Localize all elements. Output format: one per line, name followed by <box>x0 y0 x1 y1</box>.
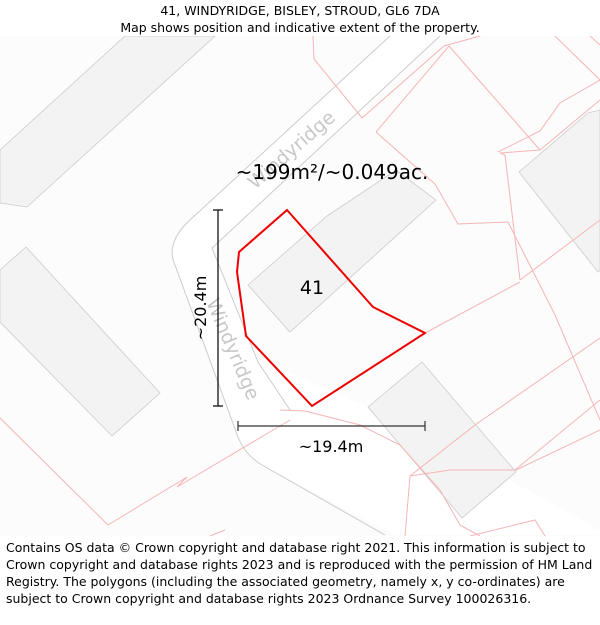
building <box>0 246 161 437</box>
page-title: 41, WINDYRIDGE, BISLEY, STROUD, GL6 7DA <box>160 3 440 18</box>
area-label: ~199m²/~0.049ac. <box>236 160 429 184</box>
buildings <box>0 36 600 519</box>
copyright-notice: Contains OS data © Crown copyright and d… <box>6 540 593 606</box>
page-subtitle: Map shows position and indicative extent… <box>120 20 480 35</box>
building <box>247 169 437 333</box>
height-measure-label: ~20.4m <box>191 276 210 341</box>
height-measure-line <box>213 209 223 407</box>
width-measure-line <box>237 421 426 431</box>
width-measure-label: ~19.4m <box>299 437 364 456</box>
parcel-boundaries <box>0 36 600 536</box>
map-canvas[interactable]: Windyridge Windyridge ~20.4m ~19.4m ~199… <box>0 36 600 536</box>
subject-property-boundary[interactable] <box>235 208 428 408</box>
building <box>518 109 600 273</box>
building <box>367 361 517 519</box>
road-windyridge <box>171 36 600 536</box>
header: 41, WINDYRIDGE, BISLEY, STROUD, GL6 7DA … <box>0 0 600 36</box>
plot-number-label: 41 <box>300 277 324 299</box>
building <box>0 36 216 208</box>
